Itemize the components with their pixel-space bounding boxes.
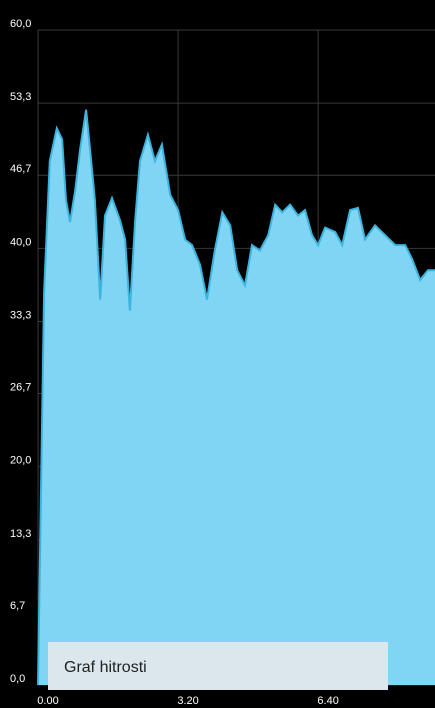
y-tick-label: 46,7 xyxy=(10,163,31,175)
y-tick-label: 6,7 xyxy=(10,600,25,612)
y-tick-label: 53,3 xyxy=(10,91,31,103)
x-tick-label: 6.40 xyxy=(317,695,338,707)
y-tick-label: 40,0 xyxy=(10,236,31,248)
legend-label: Graf hitrosti xyxy=(64,659,147,676)
legend-box xyxy=(48,642,388,690)
x-tick-label: 3.20 xyxy=(177,695,198,707)
y-tick-label: 13,3 xyxy=(10,528,31,540)
area xyxy=(38,109,435,685)
x-tick-label: 0.00 xyxy=(37,695,58,707)
y-tick-label: 33,3 xyxy=(10,309,31,321)
labels: 0,0 6,7 13,3 20,0 26,7 33,3 40,0 46,7 53,3 60,0 0.… xyxy=(10,18,339,707)
y-tick-label: 60,0 xyxy=(10,18,31,30)
line xyxy=(37,109,435,686)
plot xyxy=(37,109,435,686)
y-tick-label: 0,0 xyxy=(10,673,25,685)
y-tick-label: 26,7 xyxy=(10,382,31,394)
y-tick-label: 20,0 xyxy=(10,455,31,467)
